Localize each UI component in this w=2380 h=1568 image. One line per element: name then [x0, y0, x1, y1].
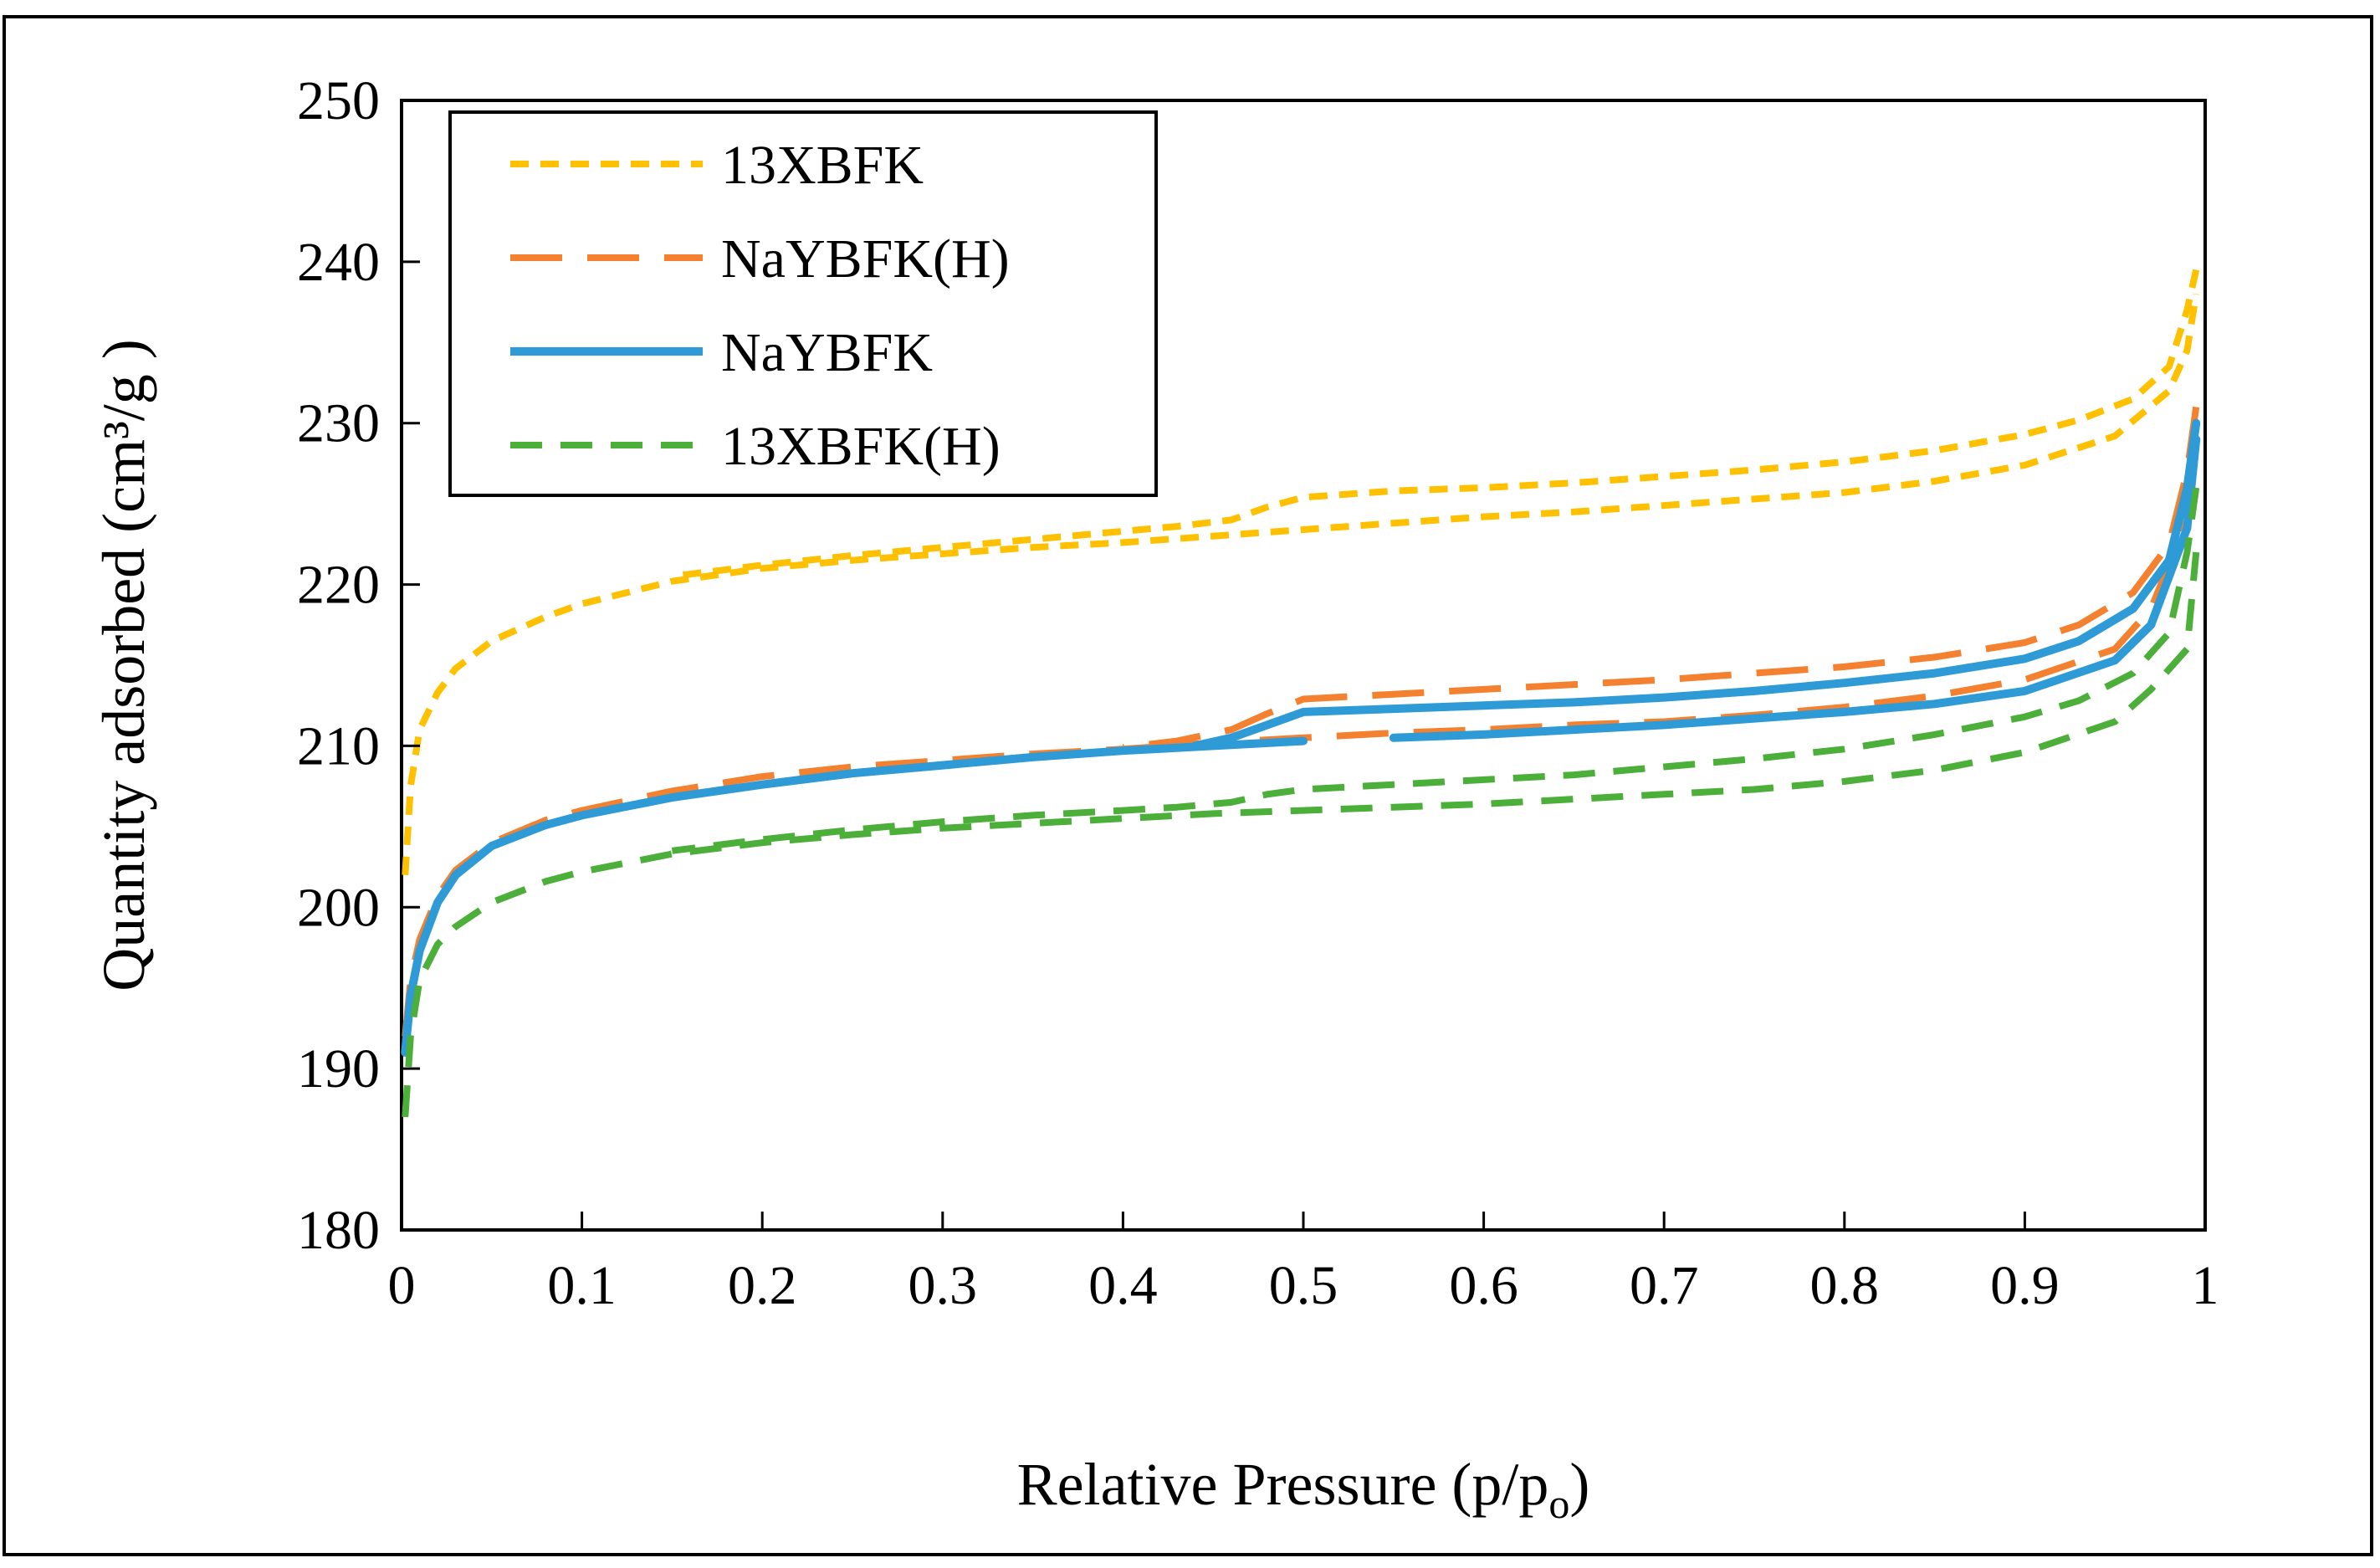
series-layer — [401, 269, 2201, 1118]
y-tick-label: 180 — [297, 1200, 380, 1261]
legend-label-13xbfk: 13XBFK — [721, 135, 924, 196]
y-tick-label: 200 — [297, 877, 380, 938]
series-line-naybfk-desorption — [1190, 418, 2201, 751]
x-tick-label: 1 — [2192, 1255, 2219, 1316]
series-line-naybfk-h-desorption — [1122, 406, 2200, 751]
x-tick-label: 0.8 — [1810, 1255, 1880, 1316]
series-line-13xbfk-desorption — [671, 269, 2200, 580]
series-line-13xbfk-adsorption — [402, 293, 2200, 875]
y-tick-label: 230 — [297, 393, 380, 454]
y-tick-label: 210 — [297, 715, 380, 776]
y-axis-title: Quantity adsorbed (cm³/g ) — [90, 339, 157, 991]
x-axis-title-main: Relative Pressure (p/p — [1017, 1451, 1549, 1518]
legend-label-13xbfk-h: 13XBFK(H) — [721, 416, 1001, 477]
x-axis-title-subscript: o — [1548, 1480, 1569, 1527]
series-line-naybfk-adsorption — [401, 736, 1308, 1057]
x-tick-label: 0.7 — [1630, 1255, 1699, 1316]
x-axis-ticks: 0 0.1 0.2 0.3 0.4 0.5 0.6 0.7 0.8 0.9 1 — [388, 1212, 2219, 1316]
y-tick-label: 240 — [297, 232, 380, 293]
legend: 13XBFK NaYBFK(H) NaYBFK 13XBFK(H) — [448, 110, 1158, 497]
x-axis-title: Relative Pressure (p/po) — [1017, 1451, 1590, 1527]
legend-label-naybfk-h: NaYBFK(H) — [721, 228, 1010, 290]
x-axis-title-close: ) — [1569, 1451, 1589, 1518]
figure-border — [3, 15, 2373, 1556]
x-tick-label: 0.3 — [908, 1255, 978, 1316]
x-tick-label: 0 — [388, 1255, 416, 1316]
y-axis-ticks: 180 190 200 210 220 230 240 250 — [297, 70, 420, 1261]
series-line-naybfk-adsorption-high — [1389, 435, 2201, 742]
x-tick-label: 0.1 — [547, 1255, 617, 1316]
series-line-13xbfk-h-desorption — [671, 487, 2200, 854]
x-tick-label: 0.9 — [1990, 1255, 2060, 1316]
y-tick-label: 220 — [297, 555, 380, 616]
x-tick-label: 0.5 — [1269, 1255, 1338, 1316]
series-line-13xbfk-h-adsorption — [402, 551, 2200, 1118]
y-tick-label: 190 — [297, 1038, 380, 1099]
legend-box — [448, 110, 1158, 497]
x-tick-label: 0.2 — [728, 1255, 797, 1316]
x-tick-label: 0.6 — [1449, 1255, 1518, 1316]
y-tick-label: 250 — [297, 70, 380, 131]
x-tick-label: 0.4 — [1088, 1255, 1158, 1316]
legend-label-naybfk: NaYBFK — [721, 322, 933, 383]
